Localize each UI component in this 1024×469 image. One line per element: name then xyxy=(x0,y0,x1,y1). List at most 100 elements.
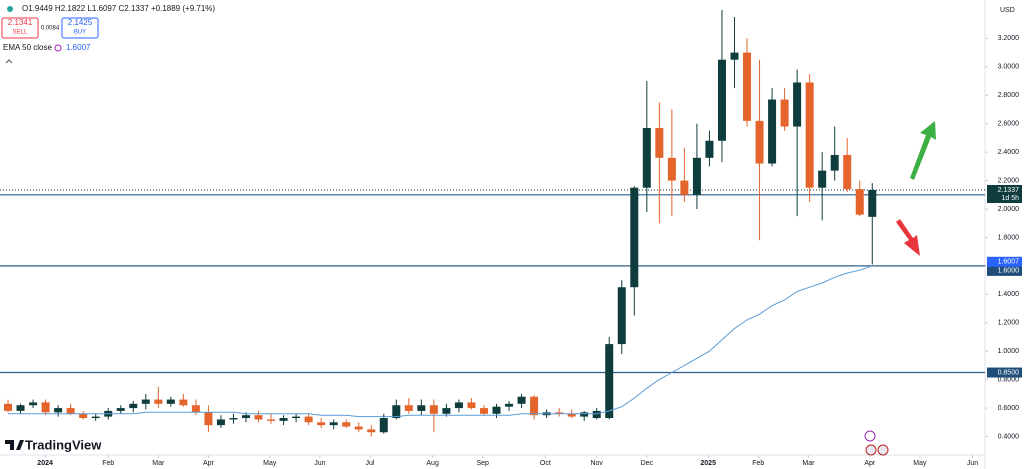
x-tick-label: Feb xyxy=(102,460,114,467)
x-tick-label: Nov xyxy=(590,460,603,467)
candle-body xyxy=(630,187,639,288)
candle-body xyxy=(79,413,88,419)
candle-body xyxy=(780,99,789,127)
candle-body xyxy=(805,82,814,188)
candle-body xyxy=(66,408,75,414)
x-tick-label: Jul xyxy=(366,460,375,467)
candle-body xyxy=(567,413,576,417)
candle-body xyxy=(492,406,501,414)
candle-body xyxy=(730,52,739,60)
candle-body xyxy=(267,419,276,421)
candle-body xyxy=(692,157,701,195)
candle-body xyxy=(279,418,288,421)
candle-body xyxy=(241,415,250,419)
candle-body xyxy=(530,396,539,416)
x-tick-label: Sep xyxy=(476,460,489,467)
candle-body xyxy=(793,82,802,127)
y-tick-label: 1.8000 xyxy=(998,234,1020,241)
candle-body xyxy=(367,429,376,433)
candle-body xyxy=(667,157,676,181)
candle-body xyxy=(191,405,200,413)
event-icon xyxy=(864,430,876,442)
collapse-icon[interactable] xyxy=(5,59,13,64)
x-tick-label: Aug xyxy=(426,460,439,467)
ema-line xyxy=(8,265,873,418)
candle-body xyxy=(505,403,514,407)
sell-button[interactable] xyxy=(1,17,39,39)
candle-body xyxy=(555,412,564,414)
candle-body xyxy=(141,399,150,404)
candle-body xyxy=(454,402,463,409)
y-tick-label: 0.6000 xyxy=(998,405,1020,412)
candle-body xyxy=(329,422,338,426)
candle-body xyxy=(216,419,225,426)
candle-body xyxy=(254,415,263,420)
candle-body xyxy=(154,399,163,404)
candle-body xyxy=(4,403,13,411)
candle-body xyxy=(116,408,125,411)
candle-body xyxy=(54,408,63,413)
x-tick-label: Oct xyxy=(540,460,551,467)
candle-body xyxy=(479,408,488,414)
x-tick-label: Apr xyxy=(864,460,876,467)
indicator-value: 1.6007 xyxy=(66,43,91,52)
ema-label-box xyxy=(987,256,1022,267)
candle-body xyxy=(743,52,752,121)
down-arrow xyxy=(896,219,920,256)
x-tick-label: 2024 xyxy=(37,460,53,467)
up-arrow xyxy=(910,121,936,180)
candle-body xyxy=(717,59,726,141)
candle-body xyxy=(166,399,175,404)
candle-body xyxy=(342,422,351,427)
x-tick-label: Mar xyxy=(152,460,165,467)
candle-body xyxy=(229,418,238,420)
candle-body xyxy=(705,140,714,158)
buy-price: 2.1425 xyxy=(68,18,93,27)
x-tick-label: Jun xyxy=(314,460,325,467)
candle-body xyxy=(605,344,614,419)
event-flag xyxy=(877,444,889,456)
candle-body xyxy=(755,120,764,164)
symbol-dot xyxy=(7,6,13,12)
x-tick-label: Mar xyxy=(802,460,815,467)
indicator-name: EMA 50 close xyxy=(3,43,52,52)
candle-body xyxy=(843,154,852,190)
candle-body xyxy=(379,418,388,433)
candle-body xyxy=(354,426,363,430)
candle-body xyxy=(417,405,426,411)
countdown: 1d 5h xyxy=(1001,195,1019,202)
buy-button[interactable] xyxy=(61,17,99,39)
candle-body xyxy=(680,180,689,195)
candle-body xyxy=(580,412,589,417)
candle-body xyxy=(429,405,438,414)
candle-body xyxy=(16,405,25,411)
candle-body xyxy=(642,127,651,188)
level-label-box xyxy=(987,367,1022,378)
y-tick-label: 2.8000 xyxy=(998,92,1020,99)
candle-body xyxy=(442,408,451,414)
candle-body xyxy=(129,403,138,409)
candle-body xyxy=(517,396,526,404)
candle-body xyxy=(304,416,313,423)
currency: USD xyxy=(1000,7,1015,14)
candle-body xyxy=(179,399,188,406)
candle-body xyxy=(91,416,100,419)
last-price-label: 2.1337 xyxy=(998,187,1020,194)
ema-label: 1.6007 xyxy=(998,259,1020,266)
y-tick-label: 1.4000 xyxy=(998,291,1020,298)
x-tick-label: Jun xyxy=(967,460,978,467)
level-label-box xyxy=(987,265,1022,276)
candle-body xyxy=(317,422,326,426)
y-tick-label: 0.8000 xyxy=(998,376,1020,383)
y-tick-label: 2.0000 xyxy=(998,206,1020,213)
candle-body xyxy=(617,287,626,345)
candle-body xyxy=(818,170,827,188)
y-tick-label: 1.0000 xyxy=(998,348,1020,355)
x-tick-label: 2025 xyxy=(700,460,716,467)
buy-label: BUY xyxy=(74,30,86,36)
candle-body xyxy=(41,402,50,413)
sell-label: SELL xyxy=(13,30,28,36)
sell-price: 2.1341 xyxy=(8,18,33,27)
ohlc-legend: O1.9449 H2.1822 L1.6097 C2.1337 +0.1889 … xyxy=(22,4,215,13)
